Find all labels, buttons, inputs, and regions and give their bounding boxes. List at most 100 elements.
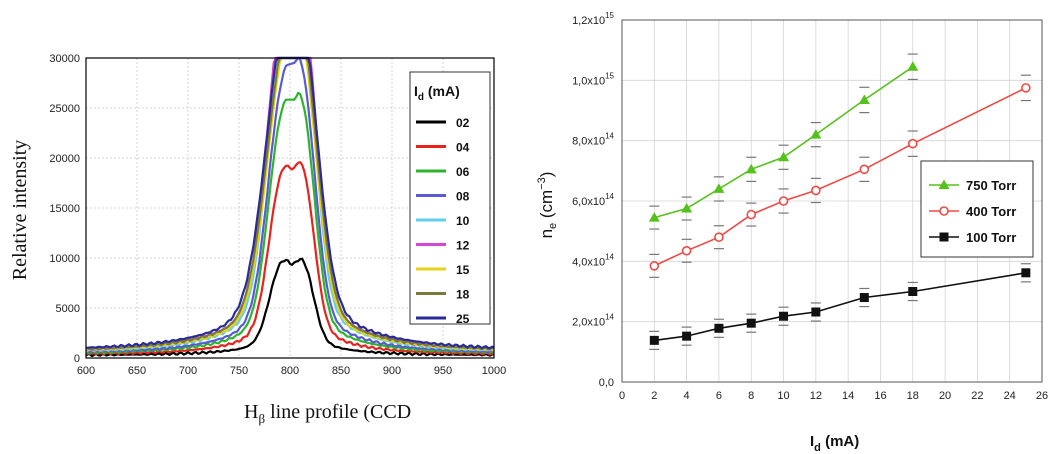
right-y-tick-label: 4,0x1014 (572, 252, 614, 268)
right-data-point (907, 138, 918, 149)
right-series-line (654, 272, 1026, 342)
right-chart: 0 2 4 6 8 10 12 14 16 18 20 22 24 26 0,02,0x10144,0x1… (536, 11, 1048, 454)
left-y-tick-label: 15000 (49, 203, 80, 215)
left-x-tick-label: 600 (77, 365, 95, 377)
left-x-tick-label: 850 (332, 365, 350, 377)
right-data-point (714, 232, 724, 242)
right-x-tick-label: 2 (651, 390, 657, 402)
left-legend-label-04: 04 (456, 141, 470, 155)
left-legend-label-08: 08 (456, 190, 470, 204)
left-legend-box (409, 71, 491, 325)
right-plot-frame (621, 19, 1043, 383)
right-x-tick-label: 20 (939, 390, 951, 402)
right-x-tick-label: 18 (907, 390, 919, 402)
right-y-tick-label: 6,0x1014 (572, 192, 614, 208)
right-x-tick-label: 8 (748, 390, 754, 402)
right-data-point (778, 151, 790, 162)
right-data-point (745, 163, 757, 174)
left-legend-items: 02 04 06 08 10 12 15 18 25 (416, 116, 470, 326)
right-data-point (682, 331, 692, 341)
left-x-tick-label: 700 (179, 365, 197, 377)
left-legend-label-10: 10 (456, 214, 470, 228)
left-series-line-04 (86, 160, 495, 356)
right-x-tick-label: 0 (619, 390, 625, 402)
right-data-point (649, 335, 659, 345)
left-x-tick-label: 950 (434, 365, 452, 377)
right-x-tick-label: 16 (874, 390, 886, 402)
right-x-tick-label: 22 (971, 390, 983, 402)
right-legend-label: 100 Torr (966, 230, 1016, 245)
right-x-tick-label: 6 (716, 390, 722, 402)
left-y-tick-labels: 0 5000 10000 15000 20000 25000 30000 (49, 53, 80, 365)
left-x-tick-label: 900 (383, 365, 401, 377)
left-x-tick-label: 800 (281, 365, 299, 377)
right-x-tick-label: 26 (1036, 390, 1048, 402)
left-plot-frame (85, 57, 495, 359)
right-x-tick-labels: 0 2 4 6 8 10 12 14 16 18 20 22 24 26 (619, 390, 1048, 402)
right-data-point (714, 323, 724, 333)
right-series-400-Torr (649, 74, 1031, 278)
right-series (648, 53, 1031, 351)
left-y-tick-label: 30000 (49, 53, 80, 65)
left-x-tick-label: 650 (128, 365, 146, 377)
right-data-point (778, 196, 789, 206)
left-legend: Id (mA) 02 04 06 08 10 12 15 18 25 (409, 71, 491, 326)
left-y-tick-label: 20000 (49, 153, 80, 165)
right-y-tick-labels: 0,0 2,0x1014 4,0x1014 6,0x1014 8,0x1014 1,0x1… (572, 11, 614, 389)
right-y-axis-label: ne (cm−3) (536, 172, 559, 239)
right-x-axis-label: Id (mA) (810, 433, 859, 454)
left-y-tick-label: 25000 (49, 103, 80, 115)
right-legend-label: 750 Torr (966, 178, 1016, 193)
left-x-tick-label: 1000 (482, 365, 506, 377)
right-x-tick-label: 14 (842, 390, 854, 402)
right-data-point (858, 94, 870, 104)
right-data-point (1021, 83, 1031, 93)
left-legend-label-12: 12 (456, 239, 470, 253)
right-data-point (713, 183, 725, 193)
left-legend-label-18: 18 (456, 288, 470, 302)
left-legend-label-02: 02 (456, 116, 470, 130)
right-legend-marker (939, 232, 949, 242)
left-y-axis-label: Relative intensity (9, 140, 31, 281)
left-series-line-08 (85, 56, 495, 354)
right-legend: 750 Torr 400 Torr 100 Torr (920, 160, 1034, 258)
right-data-point (681, 245, 692, 256)
right-data-point (908, 287, 918, 296)
right-series-100-Torr (649, 263, 1031, 351)
right-data-point (811, 307, 821, 317)
left-legend-label-25: 25 (456, 312, 470, 326)
left-legend-label-06: 06 (456, 165, 470, 179)
right-data-point (859, 293, 869, 303)
right-x-tick-label: 10 (777, 390, 789, 402)
right-y-tick-label: 1,0x1015 (572, 71, 614, 87)
right-legend-label: 400 Torr (966, 204, 1016, 219)
right-data-point (907, 61, 919, 71)
left-y-tick-label: 0 (74, 353, 80, 365)
right-data-point (779, 311, 789, 321)
right-data-point (681, 203, 693, 213)
left-y-tick-label: 10000 (49, 253, 80, 265)
right-data-point (649, 261, 660, 271)
right-data-point (746, 209, 757, 220)
right-series-line (654, 66, 914, 219)
right-y-tick-label: 8,0x1014 (572, 132, 614, 148)
left-x-tick-labels: 600 650 700 750 800 850 900 950 1000 (77, 365, 506, 377)
right-legend-marker (938, 179, 950, 189)
right-x-tick-label: 24 (1004, 390, 1016, 402)
left-x-tick-label: 750 (230, 365, 248, 377)
right-legend-marker (939, 206, 949, 216)
right-data-point (811, 185, 821, 196)
right-x-tick-label: 12 (810, 390, 822, 402)
left-y-tick-label: 5000 (56, 303, 80, 315)
right-legend-items: 750 Torr 400 Torr 100 Torr (929, 178, 1016, 245)
left-chart: 600 650 700 750 800 850 900 950 1000 0 5000 10000 1… (9, 53, 506, 426)
right-data-point (746, 318, 756, 328)
right-data-point (648, 212, 660, 222)
left-legend-label-15: 15 (456, 263, 470, 277)
right-series-750-Torr (648, 53, 919, 230)
right-data-point (810, 129, 822, 139)
right-data-point (1021, 268, 1031, 278)
right-data-point (859, 164, 870, 175)
right-y-tick-label: 2,0x1014 (572, 313, 614, 329)
